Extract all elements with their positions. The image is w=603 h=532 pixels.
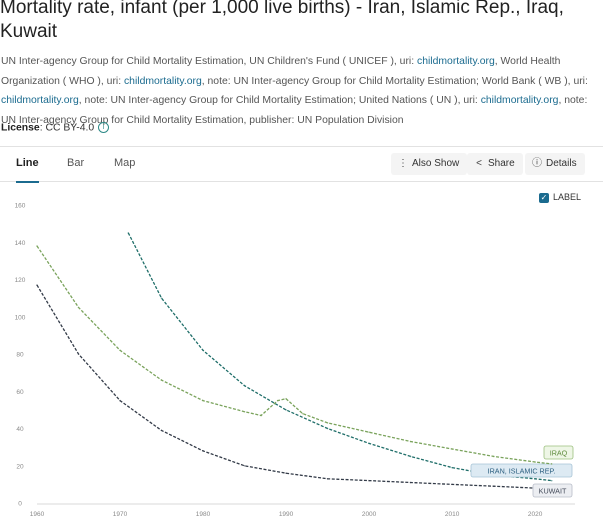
info-circle-icon: ⓘ	[532, 158, 542, 169]
share-icon: <	[476, 158, 482, 169]
data-point-iraq	[260, 414, 262, 417]
y-tick-label: 160	[15, 203, 26, 210]
data-point-iran-islamic-rep	[409, 455, 412, 458]
vertical-dots-icon: ⋮	[398, 158, 408, 169]
label-toggle-text: LABEL	[553, 192, 582, 202]
data-point-iraq	[202, 399, 204, 402]
data-point-iran-islamic-rep	[127, 232, 130, 234]
y-tick-label: 40	[16, 426, 24, 433]
source-link[interactable]: childmortality.org	[480, 95, 559, 106]
source-link[interactable]: childmortality.org	[1, 95, 79, 106]
source-text: , World Health Organization ( WHO ), uri…	[1, 56, 561, 87]
data-point-iran-islamic-rep	[534, 477, 536, 480]
data-point-kuwait	[119, 399, 121, 402]
data-point-kuwait	[368, 479, 370, 482]
data-point-iraq	[77, 306, 80, 309]
series-label-kuwait: KUWAIT	[539, 486, 567, 495]
data-point-iraq	[409, 440, 412, 443]
view-tabs: Line Bar Map ⋮ Also Show < Share ⓘ Details	[0, 147, 603, 183]
data-point-kuwait	[326, 477, 329, 480]
x-tick-label: 2010	[445, 511, 460, 518]
also-show-label: Also Show	[412, 158, 460, 169]
series-label-iraq: IRAQ	[550, 448, 568, 457]
data-point-iran-islamic-rep	[285, 409, 287, 411]
license-value: : CC BY-4.0	[39, 122, 95, 134]
data-point-iraq	[301, 412, 304, 415]
x-tick-label: 1960	[30, 511, 45, 518]
data-point-kuwait	[36, 284, 38, 286]
data-point-iraq	[276, 399, 279, 402]
data-point-iraq	[368, 431, 370, 434]
page-title: Mortality rate, infant (per 1,000 live b…	[0, 0, 564, 42]
data-point-kuwait	[492, 485, 495, 488]
data-point-iraq	[534, 461, 536, 463]
data-point-iraq	[326, 422, 329, 424]
data-point-iran-islamic-rep	[243, 384, 246, 387]
data-point-iraq	[492, 455, 495, 458]
license-line: License: CC BY-4.0 i	[1, 122, 110, 134]
source-citation: UN Inter-agency Group for Child Mortalit…	[1, 52, 599, 130]
tab-line[interactable]: Line	[16, 147, 39, 183]
data-point-kuwait	[451, 483, 453, 486]
data-point-iraq	[451, 448, 453, 450]
series-label-box-iraq	[543, 445, 574, 460]
source-text: , note: UN Inter-agency Group for Child …	[201, 75, 588, 87]
y-tick-label: 100	[15, 314, 26, 321]
series-label-box-kuwait	[532, 483, 573, 498]
data-point-iraq	[160, 379, 163, 381]
series-line-iran-islamic-rep[interactable]	[127, 232, 552, 482]
tab-map[interactable]: Map	[114, 157, 136, 169]
label-toggle[interactable]: ✓ LABEL	[539, 192, 581, 203]
tab-bar[interactable]: Bar	[67, 157, 85, 169]
source-text: , note: UN Inter-agency Group for Child …	[1, 95, 588, 126]
series-line-kuwait[interactable]	[36, 284, 552, 489]
y-tick-label: 60	[16, 389, 24, 396]
y-tick-label: 120	[15, 277, 26, 284]
details-label: Details	[546, 158, 577, 169]
source-text: UN Inter-agency Group for Child Mortalit…	[1, 56, 418, 67]
y-tick-label: 20	[16, 463, 24, 470]
y-tick-label: 140	[15, 240, 26, 247]
x-tick-label: 1980	[196, 511, 211, 518]
data-point-kuwait	[243, 464, 246, 467]
info-icon[interactable]: i	[98, 122, 110, 133]
license-label: License	[1, 122, 40, 134]
x-tick-label: 1990	[279, 511, 294, 518]
details-button[interactable]: ⓘ Details	[525, 153, 585, 175]
y-tick-label: 0	[18, 501, 22, 508]
share-button[interactable]: < Share	[467, 153, 523, 175]
chart-panel: Line Bar Map ⋮ Also Show < Share ⓘ Details	[0, 146, 603, 532]
source-text: , note: UN Inter-agency Group for Child …	[78, 95, 481, 106]
data-point-iraq	[285, 397, 287, 400]
data-point-iran-islamic-rep	[202, 349, 204, 352]
data-point-iraq	[36, 245, 38, 247]
source-link[interactable]: childmortality.org	[417, 56, 495, 67]
data-point-kuwait	[160, 429, 163, 432]
data-point-iran-islamic-rep	[451, 466, 453, 469]
source-link[interactable]: childmortality.org	[123, 75, 202, 87]
y-tick-label: 80	[16, 352, 24, 359]
data-point-iran-islamic-rep	[160, 297, 163, 299]
data-point-iran-islamic-rep	[326, 427, 329, 430]
series-label-box-iran-islamic-rep	[470, 463, 573, 478]
data-point-iran-islamic-rep	[368, 442, 370, 445]
data-point-iran-islamic-rep	[550, 479, 553, 482]
x-tick-label: 2020	[528, 511, 543, 518]
x-tick-label: 1970	[113, 511, 128, 518]
checkbox-checked-icon: ✓	[539, 192, 549, 203]
x-tick-label: 2000	[362, 511, 377, 518]
data-point-iraq	[243, 410, 246, 413]
share-label: Share	[488, 158, 515, 169]
data-point-kuwait	[202, 450, 204, 452]
data-point-kuwait	[409, 481, 412, 484]
series-line-iraq[interactable]	[36, 245, 552, 465]
data-point-iraq	[550, 463, 553, 465]
series-label-iran-islamic-rep: IRAN, ISLAMIC REP.	[488, 466, 556, 475]
data-point-kuwait	[285, 472, 287, 475]
also-show-button[interactable]: ⋮ Also Show	[391, 153, 468, 175]
data-point-kuwait	[77, 353, 80, 355]
data-point-iraq	[119, 349, 121, 352]
